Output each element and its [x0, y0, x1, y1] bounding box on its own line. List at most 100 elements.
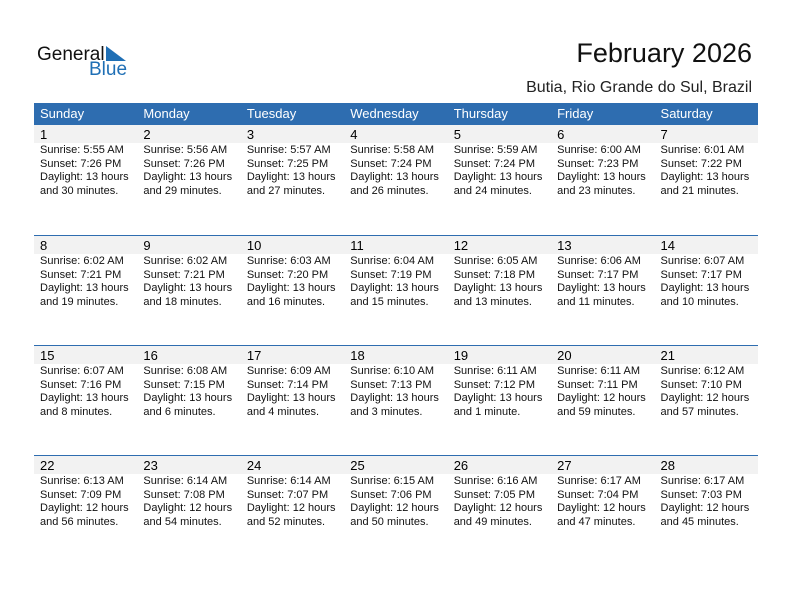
logo-triangle-icon [106, 46, 126, 61]
day-info: Sunrise: 6:15 AM Sunset: 7:06 PM Daylight:… [344, 474, 447, 529]
day-cell: 6 Sunrise: 6:00 AM Sunset: 7:23 PM Daylight… [551, 125, 655, 235]
minutes-text: and 57 minutes. [660, 405, 739, 418]
week-row: 1 Sunrise: 5:55 AM Sunset: 7:26 PM Daylight… [34, 125, 758, 235]
day-cell: 16 Sunrise: 6:08 AM Sunset: 7:15 PM Dayligh… [137, 346, 241, 455]
day-cell: 11 Sunrise: 6:04 AM Sunset: 7:19 PM Dayligh… [344, 236, 448, 345]
day-cell: 15 Sunrise: 6:07 AM Sunset: 7:16 PM Dayligh… [34, 346, 138, 455]
sunrise-text: Sunrise: 6:11 AM [453, 365, 537, 377]
daylight-text: Daylight: 13 hours [350, 392, 439, 404]
sunset-text: Sunset: 7:18 PM [453, 268, 536, 281]
sunset-text: Sunset: 7:11 PM [557, 378, 638, 391]
day-number: 16 [137, 346, 241, 364]
sunrise-text: Sunrise: 5:57 AM [246, 144, 331, 156]
minutes-text: and 27 minutes. [246, 184, 326, 197]
day-info: Sunrise: 6:14 AM Sunset: 7:07 PM Daylight:… [241, 474, 344, 529]
day-number: 11 [344, 236, 448, 254]
daylight-text: Daylight: 12 hours [557, 502, 646, 514]
day-info: Sunrise: 6:17 AM Sunset: 7:04 PM Daylight:… [551, 474, 654, 529]
sunrise-text: Sunrise: 6:00 AM [557, 144, 641, 156]
day-cell: 12 Sunrise: 6:05 AM Sunset: 7:18 PM Dayligh… [447, 236, 552, 345]
sunset-text: Sunset: 7:08 PM [143, 488, 225, 501]
weekday-sunday: Sunday [40, 106, 85, 121]
minutes-text: and 29 minutes. [143, 184, 222, 197]
day-info: Sunrise: 6:14 AM Sunset: 7:08 PM Daylight:… [137, 474, 240, 529]
sunrise-text: Sunrise: 5:58 AM [350, 144, 435, 156]
day-info: Sunrise: 6:01 AM Sunset: 7:22 PM Daylight:… [655, 143, 758, 198]
day-number: 8 [34, 236, 138, 254]
day-info: Sunrise: 6:09 AM Sunset: 7:14 PM Daylight:… [241, 364, 344, 419]
day-info: Sunrise: 6:10 AM Sunset: 7:13 PM Daylight:… [344, 364, 447, 419]
day-info: Sunrise: 5:59 AM Sunset: 7:24 PM Daylight:… [448, 143, 551, 198]
day-number: 10 [240, 236, 345, 254]
day-number: 9 [137, 236, 241, 254]
location: Butia, Rio Grande do Sul, Brazil [526, 79, 752, 96]
sunrise-text: Sunrise: 6:08 AM [143, 365, 228, 377]
weekday-header: Sunday Monday Tuesday Wednesday Thursday Frid… [34, 103, 758, 125]
sunset-text: Sunset: 7:25 PM [246, 157, 329, 170]
day-number: 3 [240, 125, 345, 143]
sunrise-text: Sunrise: 6:07 AM [660, 255, 745, 267]
daylight-text: Daylight: 13 hours [453, 282, 543, 294]
sunset-text: Sunset: 7:03 PM [660, 488, 742, 501]
sunrise-text: Sunrise: 6:02 AM [143, 255, 228, 267]
sunrise-text: Sunrise: 6:06 AM [557, 255, 641, 267]
day-cell: 22 Sunrise: 6:13 AM Sunset: 7:09 PM Dayligh… [34, 456, 138, 565]
daylight-text: Daylight: 13 hours [453, 171, 543, 183]
day-cell: 9 Sunrise: 6:02 AM Sunset: 7:21 PM Daylight… [137, 236, 241, 345]
sunrise-text: Sunrise: 5:55 AM [40, 144, 124, 156]
daylight-text: Daylight: 12 hours [660, 392, 750, 404]
sunset-text: Sunset: 7:17 PM [557, 268, 639, 281]
daylight-text: Daylight: 13 hours [660, 171, 750, 183]
daylight-text: Daylight: 13 hours [350, 171, 439, 183]
minutes-text: and 54 minutes. [143, 515, 222, 528]
sunrise-text: Sunrise: 6:12 AM [660, 365, 745, 377]
minutes-text: and 16 minutes. [246, 295, 326, 308]
daylight-text: Daylight: 13 hours [246, 392, 336, 404]
day-number: 19 [447, 346, 552, 364]
day-info: Sunrise: 6:05 AM Sunset: 7:18 PM Daylight:… [448, 254, 551, 309]
sunset-text: Sunset: 7:12 PM [453, 378, 536, 391]
minutes-text: and 1 minute. [453, 405, 521, 418]
sunset-text: Sunset: 7:09 PM [40, 488, 122, 501]
daylight-text: Daylight: 13 hours [246, 282, 336, 294]
sunrise-text: Sunrise: 6:03 AM [246, 255, 331, 267]
day-info: Sunrise: 6:12 AM Sunset: 7:10 PM Daylight:… [655, 364, 758, 419]
day-info: Sunrise: 6:16 AM Sunset: 7:05 PM Daylight:… [448, 474, 551, 529]
day-number: 1 [34, 125, 138, 143]
sunrise-text: Sunrise: 6:07 AM [40, 365, 124, 377]
minutes-text: and 18 minutes. [143, 295, 222, 308]
logo-word-general: General [37, 44, 105, 65]
sunset-text: Sunset: 7:23 PM [557, 157, 639, 170]
day-info: Sunrise: 6:06 AM Sunset: 7:17 PM Daylight:… [551, 254, 654, 309]
sunset-text: Sunset: 7:24 PM [350, 157, 432, 170]
day-info: Sunrise: 5:58 AM Sunset: 7:24 PM Daylight:… [344, 143, 447, 198]
minutes-text: and 45 minutes. [660, 515, 739, 528]
daylight-text: Daylight: 13 hours [40, 171, 129, 183]
week-row: 8 Sunrise: 6:02 AM Sunset: 7:21 PM Daylight… [34, 235, 758, 345]
weekday-thursday: Thursday [453, 106, 508, 121]
sunrise-text: Sunrise: 6:02 AM [40, 255, 124, 267]
daylight-text: Daylight: 13 hours [143, 171, 233, 183]
minutes-text: and 6 minutes. [143, 405, 216, 418]
daylight-text: Daylight: 13 hours [40, 392, 129, 404]
sunrise-text: Sunrise: 6:16 AM [453, 475, 538, 487]
day-info: Sunrise: 6:17 AM Sunset: 7:03 PM Daylight:… [655, 474, 758, 529]
weekday-saturday: Saturday [660, 106, 713, 121]
sunset-text: Sunset: 7:07 PM [246, 488, 329, 501]
day-cell: 28 Sunrise: 6:17 AM Sunset: 7:03 PM Dayligh… [654, 456, 758, 565]
day-number: 14 [654, 236, 758, 254]
sunset-text: Sunset: 7:17 PM [660, 268, 742, 281]
daylight-text: Daylight: 12 hours [143, 502, 233, 514]
daylight-text: Daylight: 13 hours [557, 282, 646, 294]
minutes-text: and 11 minutes. [557, 295, 635, 308]
minutes-text: and 23 minutes. [557, 184, 636, 197]
calendar: Sunday Monday Tuesday Wednesday Thursday Frid… [34, 103, 758, 565]
day-number: 26 [447, 456, 552, 474]
day-cell: 13 Sunrise: 6:06 AM Sunset: 7:17 PM Dayligh… [551, 236, 655, 345]
sunset-text: Sunset: 7:05 PM [453, 488, 536, 501]
sunrise-text: Sunrise: 6:14 AM [143, 475, 228, 487]
daylight-text: Daylight: 12 hours [557, 392, 646, 404]
daylight-text: Daylight: 13 hours [143, 282, 233, 294]
sunset-text: Sunset: 7:26 PM [143, 157, 225, 170]
logo-word-blue: Blue [89, 59, 128, 80]
